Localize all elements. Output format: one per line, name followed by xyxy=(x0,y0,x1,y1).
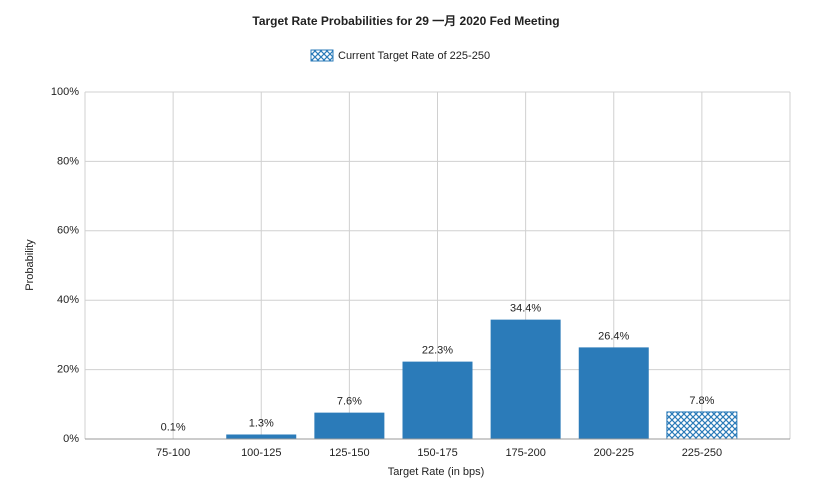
y-axis-label: Probability xyxy=(24,239,36,291)
bar xyxy=(402,361,473,439)
bar xyxy=(226,434,297,439)
bar xyxy=(666,411,738,440)
bar xyxy=(314,412,385,439)
y-tick-label: 80% xyxy=(57,155,79,167)
legend-label: Current Target Rate of 225-250 xyxy=(338,50,490,62)
data-label: 7.6% xyxy=(337,396,362,408)
legend-swatch xyxy=(310,49,334,62)
x-tick-label: 225-250 xyxy=(682,447,722,459)
x-axis-label: Target Rate (in bps) xyxy=(388,466,485,478)
x-tick-label: 200-225 xyxy=(594,447,634,459)
data-label: 34.4% xyxy=(510,303,541,315)
x-tick-label: 75-100 xyxy=(156,447,190,459)
data-label: 22.3% xyxy=(422,345,453,357)
y-tick-label: 40% xyxy=(57,294,79,306)
chart-title: Target Rate Probabilities for 29 一月 2020… xyxy=(252,14,559,28)
data-label: 0.1% xyxy=(161,422,186,434)
y-tick-label: 100% xyxy=(51,86,79,98)
x-tick-label: 150-175 xyxy=(417,447,457,459)
y-tick-label: 60% xyxy=(57,225,79,237)
data-label: 1.3% xyxy=(249,417,274,429)
y-tick-label: 20% xyxy=(57,364,79,376)
data-label: 7.8% xyxy=(689,395,714,407)
y-tick-label: 0% xyxy=(63,433,79,445)
bar xyxy=(578,347,649,439)
x-tick-label: 100-125 xyxy=(241,447,281,459)
data-label: 26.4% xyxy=(598,330,629,342)
bar xyxy=(490,319,561,439)
x-tick-label: 175-200 xyxy=(505,447,545,459)
x-tick-label: 125-150 xyxy=(329,447,369,459)
